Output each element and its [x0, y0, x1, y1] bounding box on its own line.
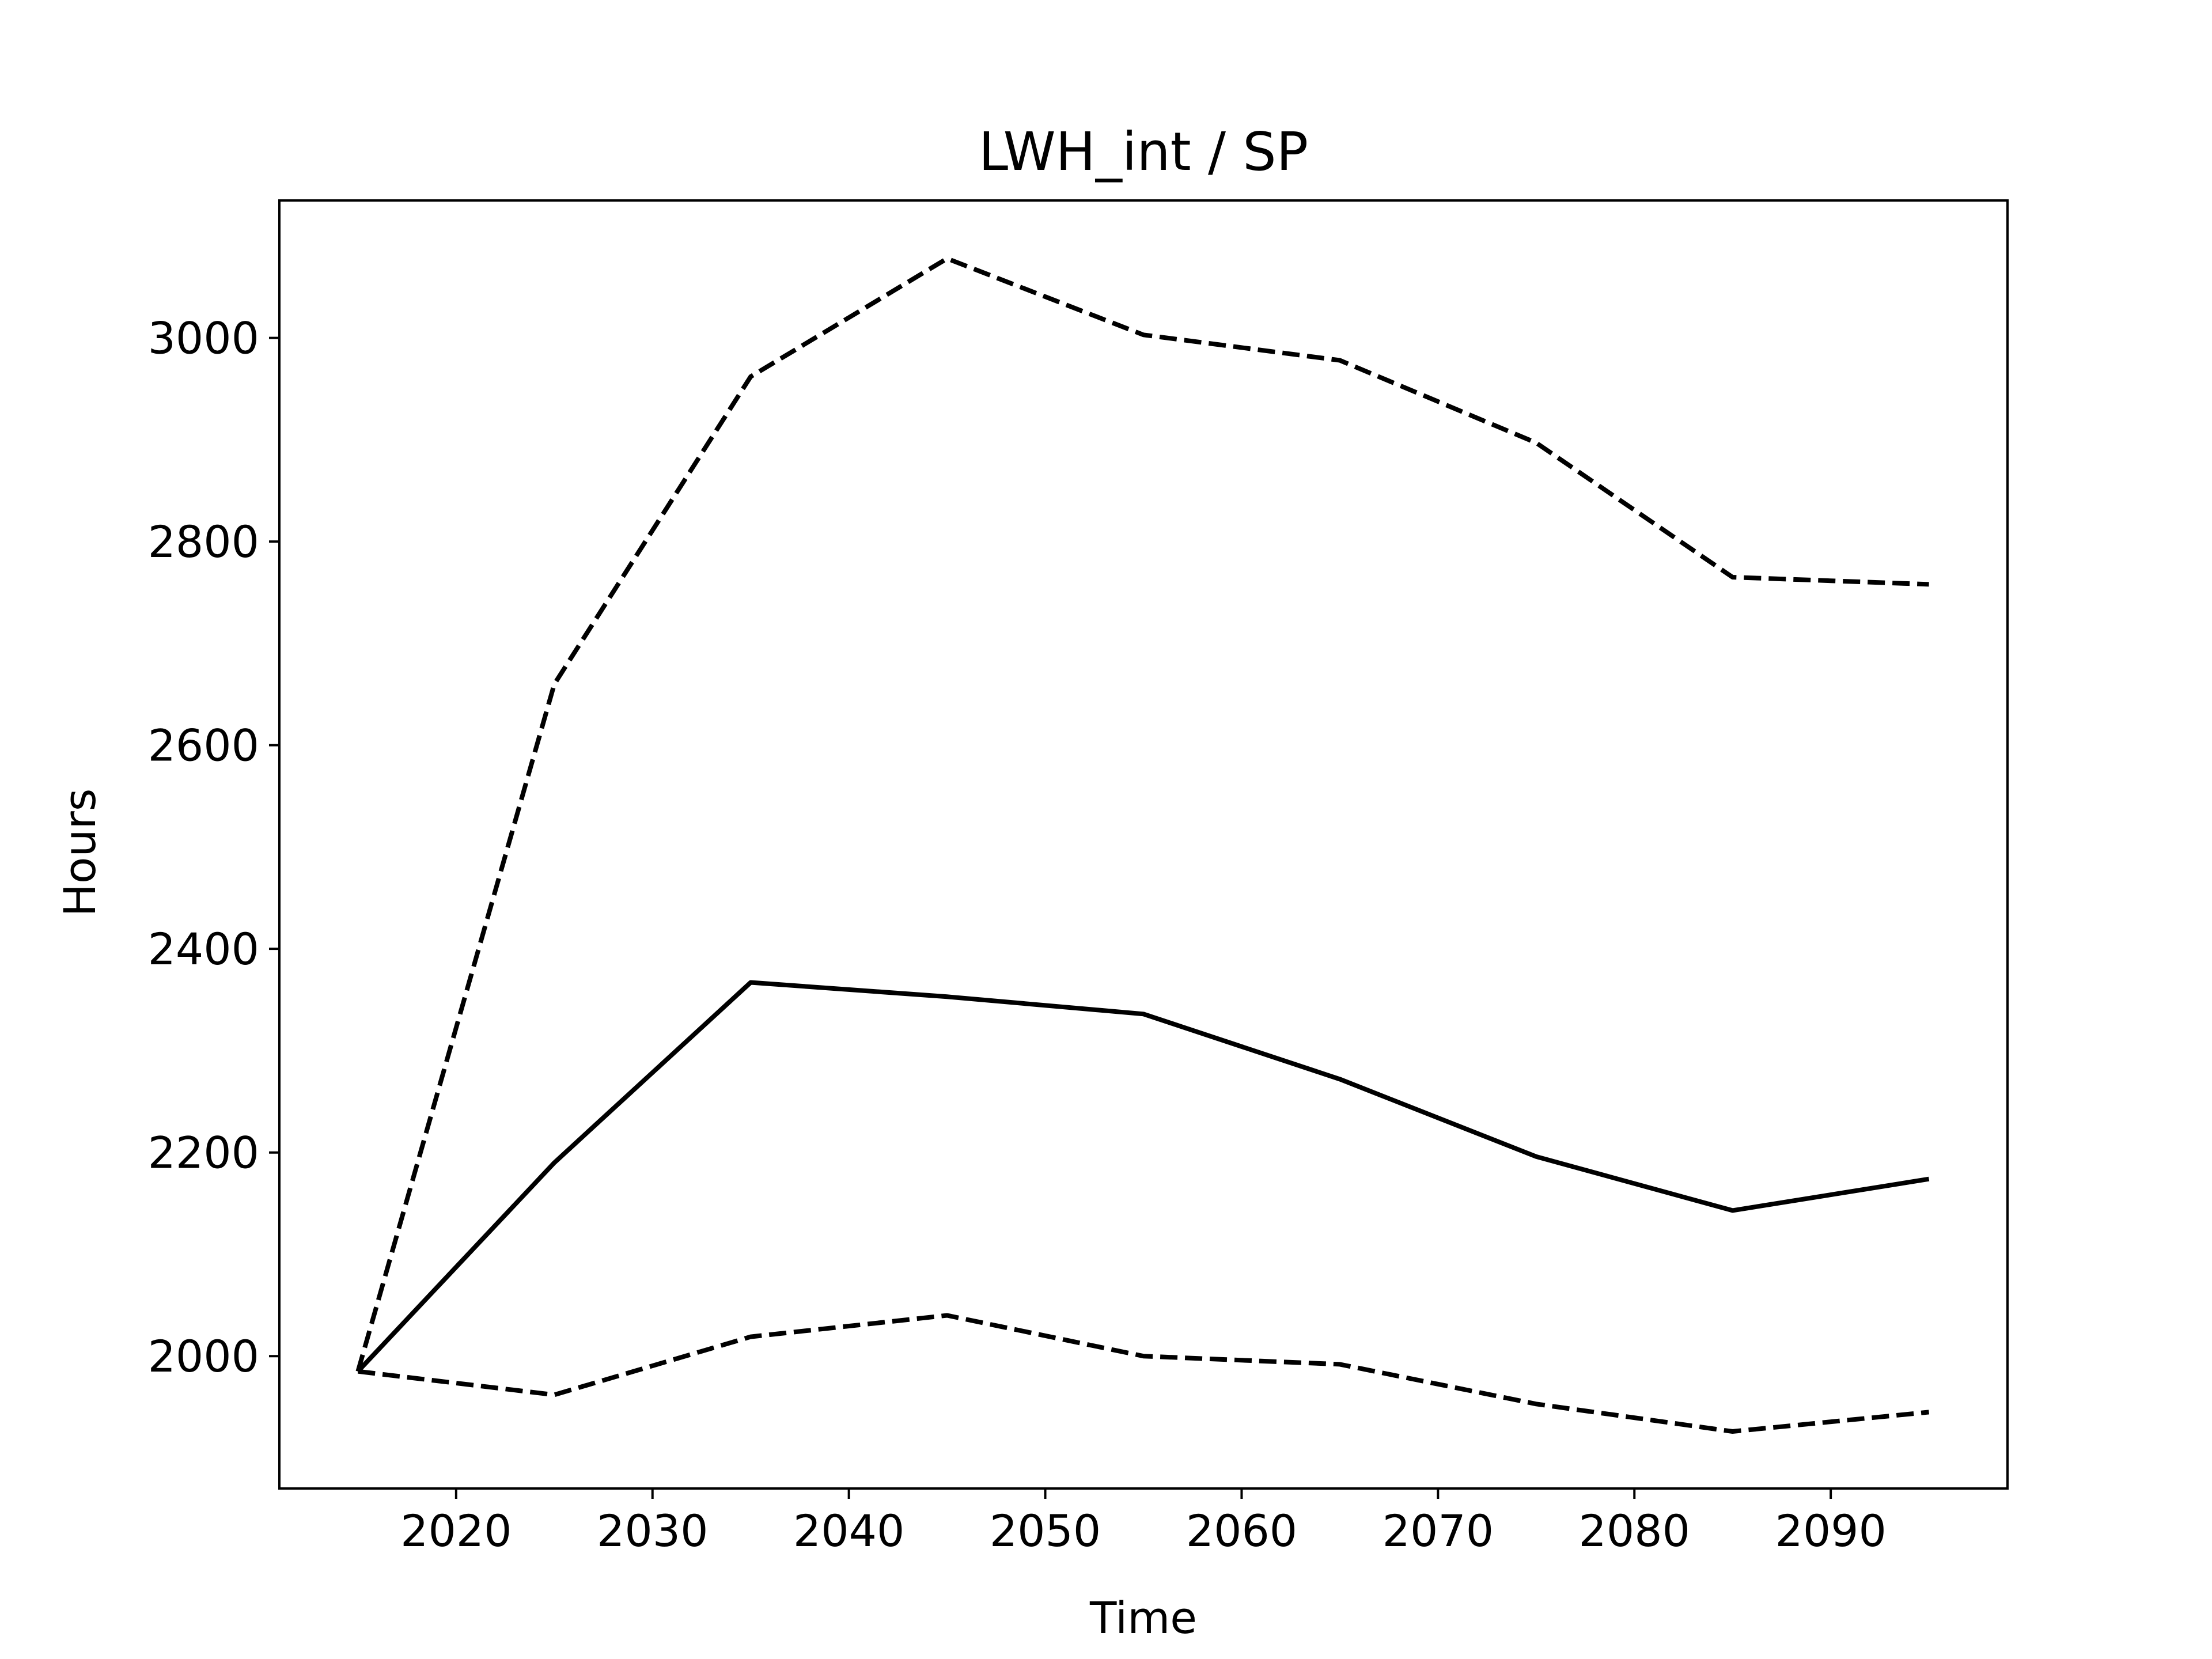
plot-area — [355, 256, 1930, 1434]
y-tick-label: 2600 — [148, 720, 259, 771]
series-line-1 — [355, 256, 1929, 1372]
x-tick-label: 2020 — [400, 1505, 512, 1556]
y-tick-label: 2800 — [148, 516, 259, 567]
series-line-3 — [357, 1313, 1929, 1434]
x-tick-label: 2060 — [1186, 1505, 1297, 1556]
plot-frame — [278, 199, 2009, 1490]
y-axis-label: Hours — [54, 789, 105, 917]
x-axis-ticks: 2020 2030 2040 2050 2060 2070 2080 2090 — [400, 1488, 1887, 1556]
y-axis-ticks: 2000 2200 2400 2600 2800 3000 — [148, 313, 279, 1382]
x-tick-label: 2040 — [793, 1505, 904, 1556]
x-axis-label: Time — [1089, 1592, 1197, 1643]
x-tick-label: 2050 — [990, 1505, 1101, 1556]
x-tick-label: 2030 — [597, 1505, 708, 1556]
y-tick-label: 3000 — [148, 313, 259, 364]
y-tick-label: 2200 — [148, 1127, 259, 1179]
x-tick-label: 2070 — [1382, 1505, 1494, 1556]
y-tick-label: 2000 — [148, 1331, 259, 1382]
y-tick-label: 2400 — [148, 923, 259, 975]
x-tick-label: 2090 — [1775, 1505, 1886, 1556]
chart-title: LWH_int / SP — [979, 121, 1308, 183]
series-line-2 — [356, 980, 1930, 1373]
x-tick-label: 2080 — [1579, 1505, 1690, 1556]
